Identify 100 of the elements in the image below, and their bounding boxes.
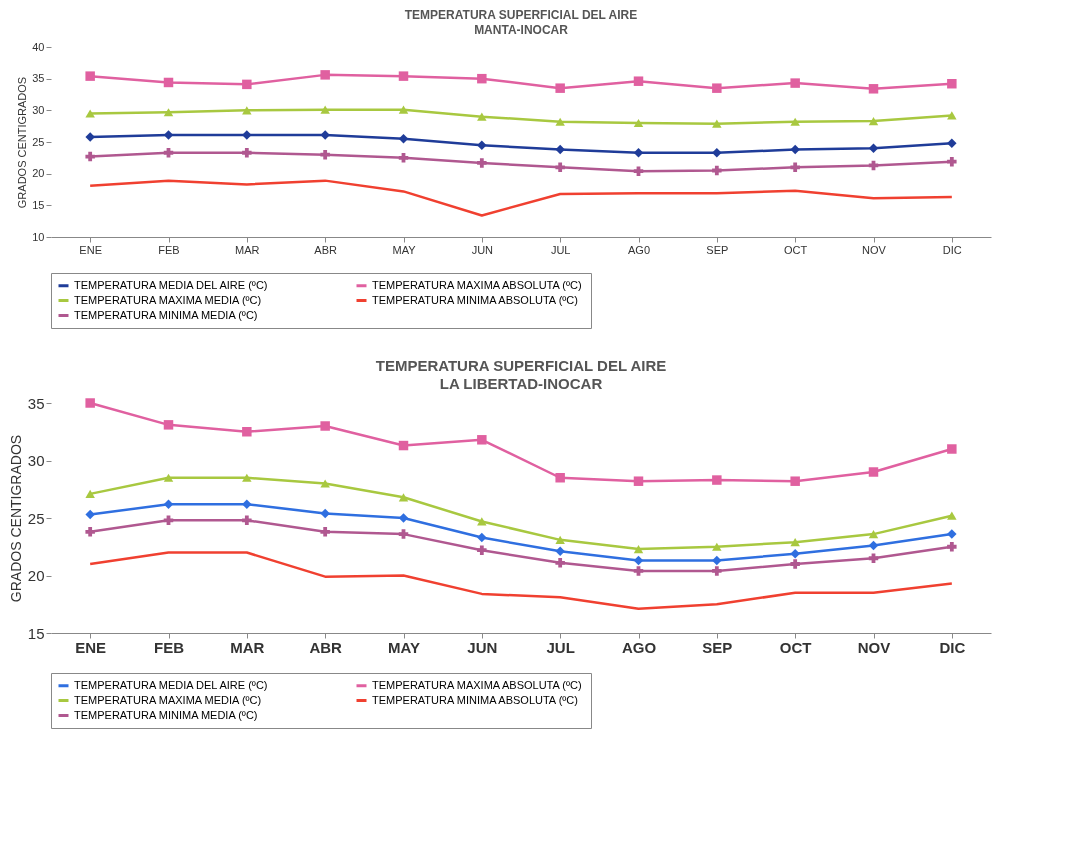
point: [398, 529, 409, 539]
x-tick-label: OCT: [779, 638, 812, 656]
x-tick-label: DIC: [939, 638, 966, 656]
y-tick-label: 15: [32, 198, 45, 211]
point: [712, 555, 722, 566]
point: [85, 489, 95, 498]
x-tick-label: SEP: [706, 243, 729, 256]
x-tick-label: FEB: [158, 243, 180, 256]
point: [85, 527, 95, 537]
point: [163, 499, 174, 509]
y-tick-label: 15: [27, 624, 45, 642]
point: [398, 153, 409, 163]
point: [477, 532, 487, 543]
x-tick-label: ABR: [309, 638, 343, 656]
x-tick-label: ENE: [75, 638, 107, 656]
point: [555, 546, 565, 557]
y-tick-label: 30: [27, 452, 45, 469]
point: [320, 149, 330, 160]
line-series: [88, 179, 954, 217]
point: [712, 475, 722, 485]
legend-label: TEMPERATURA MEDIA DEL AIRE (ºC): [74, 678, 268, 691]
x-tick-label: NOV: [862, 243, 887, 256]
x-tick-label: OCT: [784, 243, 808, 256]
point: [555, 558, 565, 568]
point: [477, 435, 487, 445]
x-tick-label: JUN: [471, 243, 494, 256]
y-tick-label: 35: [32, 72, 45, 85]
point: [633, 148, 644, 158]
point: [477, 112, 487, 121]
point: [868, 467, 879, 477]
point: [477, 73, 487, 84]
x-tick-label: ABR: [314, 243, 338, 256]
legend-label: TEMPERATURA MAXIMA MEDIA (ºC): [74, 693, 262, 706]
point: [398, 105, 409, 114]
point: [555, 162, 565, 173]
point: [477, 517, 487, 526]
point: [633, 118, 644, 128]
point: [85, 109, 95, 118]
point: [163, 108, 174, 117]
point: [242, 499, 252, 509]
point: [477, 140, 487, 150]
point: [868, 143, 879, 154]
y-tick-label: 30: [32, 103, 45, 116]
point: [242, 148, 252, 158]
x-tick-label: ENE: [79, 243, 102, 256]
x-tick-label: MAY: [392, 243, 417, 256]
x-tick-label: NOV: [857, 638, 891, 656]
point: [85, 71, 95, 81]
point: [242, 79, 252, 90]
point: [712, 165, 722, 176]
point: [790, 144, 800, 155]
point: [320, 508, 330, 519]
y-tick-label: 25: [32, 135, 45, 148]
point: [477, 158, 487, 168]
y-tick-label: 40: [32, 40, 45, 53]
point: [947, 111, 957, 120]
point: [555, 83, 565, 93]
legend-label: TEMPERATURA MEDIA DEL AIRE (ºC): [74, 278, 268, 291]
y-tick-label: 35: [27, 394, 45, 412]
point: [242, 515, 252, 526]
point: [790, 117, 800, 126]
y-tick-label: 20: [27, 567, 45, 584]
x-tick-label: SEP: [702, 638, 733, 656]
point: [947, 156, 957, 167]
point: [398, 134, 409, 144]
point: [398, 513, 409, 523]
point: [163, 420, 174, 430]
point: [633, 76, 644, 86]
point: [320, 105, 330, 114]
point: [947, 529, 957, 539]
point: [790, 559, 800, 569]
x-tick-label: MAR: [230, 638, 265, 656]
point: [398, 71, 409, 81]
point: [712, 83, 722, 93]
point: [398, 493, 409, 502]
point: [398, 440, 409, 451]
point: [947, 138, 957, 149]
legend-label: TEMPERATURA MAXIMA ABSOLUTA (ºC): [372, 278, 582, 291]
point: [947, 511, 957, 520]
x-tick-label: FEB: [154, 638, 185, 656]
point: [790, 548, 800, 559]
legend-label: TEMPERATURA MAXIMA ABSOLUTA (ºC): [372, 678, 582, 691]
point: [555, 535, 565, 544]
point: [242, 427, 252, 437]
point: [868, 116, 879, 126]
point: [555, 473, 565, 483]
point: [712, 542, 722, 551]
point: [712, 566, 722, 576]
point: [163, 473, 174, 482]
legend-label: TEMPERATURA MINIMA MEDIA (ºC): [74, 308, 258, 321]
point: [790, 162, 800, 173]
x-tick-label: JUN: [467, 638, 498, 656]
point: [633, 476, 644, 486]
point: [868, 540, 879, 551]
point: [320, 527, 330, 537]
legend-label: TEMPERATURA MINIMA MEDIA (ºC): [74, 708, 258, 721]
legend-label: TEMPERATURA MINIMA ABSOLUTA (ºC): [372, 293, 578, 306]
point: [947, 444, 957, 454]
point: [633, 544, 644, 554]
chart-subtitle: MANTA-INOCAR: [474, 23, 569, 37]
